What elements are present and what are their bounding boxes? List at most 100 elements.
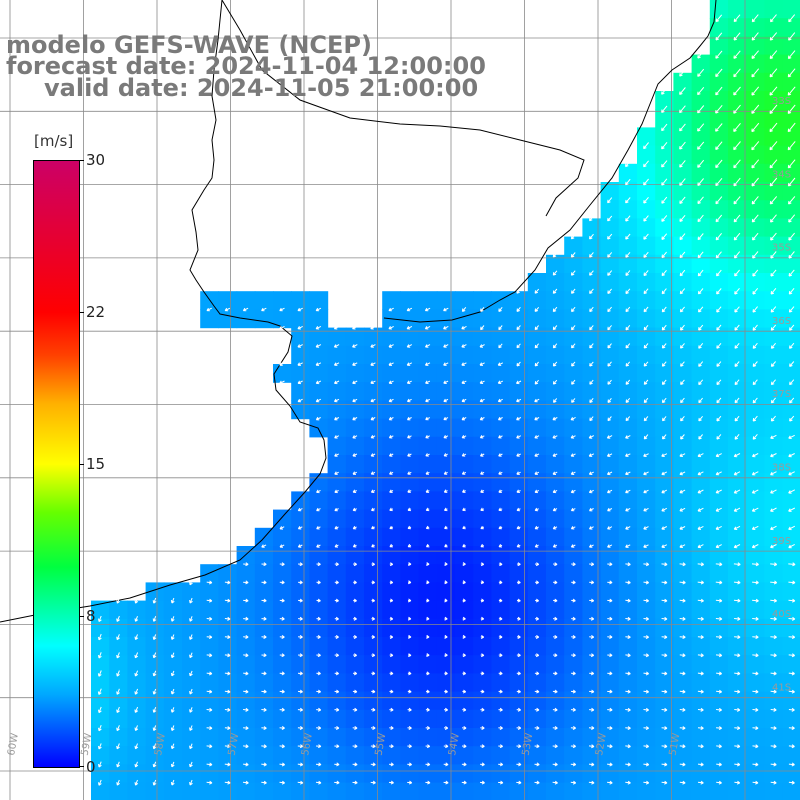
wind-arrow bbox=[497, 416, 503, 421]
wind-arrow bbox=[552, 744, 558, 749]
wind-arrow bbox=[625, 361, 631, 367]
wind-speed-cell bbox=[345, 764, 365, 784]
wind-arrow bbox=[697, 453, 704, 458]
wind-speed-cell bbox=[764, 200, 784, 219]
wind-arrow bbox=[697, 123, 705, 132]
wind-arrow bbox=[606, 471, 613, 476]
wind-speed-cell bbox=[673, 473, 693, 492]
wind-speed-cell bbox=[473, 637, 492, 656]
wind-speed-cell bbox=[382, 673, 401, 693]
wind-speed-cell bbox=[509, 582, 529, 602]
wind-speed-cell bbox=[673, 600, 693, 620]
wind-arrow bbox=[698, 379, 704, 386]
wind-speed-cell bbox=[254, 764, 274, 784]
wind-speed-cell bbox=[309, 382, 329, 401]
wind-speed-cell bbox=[254, 709, 274, 729]
wind-speed-cell bbox=[418, 527, 438, 547]
wind-speed-cell bbox=[473, 709, 492, 729]
wind-arrow bbox=[588, 544, 594, 548]
wind-speed-cell bbox=[200, 637, 219, 656]
wind-arrow bbox=[716, 415, 722, 422]
wind-arrow bbox=[279, 671, 285, 676]
wind-arrow bbox=[334, 762, 340, 767]
wind-speed-cell bbox=[109, 709, 128, 729]
wind-arrow bbox=[679, 489, 686, 494]
wind-speed-cell bbox=[673, 345, 693, 365]
wind-arrow bbox=[679, 653, 686, 658]
wind-arrow bbox=[553, 398, 558, 403]
wind-speed-cell bbox=[564, 236, 583, 256]
wind-arrow bbox=[752, 598, 759, 603]
wind-speed-cell bbox=[582, 709, 602, 729]
wind-speed-cell bbox=[709, 18, 729, 37]
wind-speed-cell bbox=[618, 527, 638, 547]
wind-arrow bbox=[661, 160, 668, 168]
wind-arrow bbox=[134, 670, 139, 677]
wind-speed-cell bbox=[254, 309, 274, 329]
wind-speed-cell bbox=[400, 728, 420, 747]
wind-arrow bbox=[661, 123, 668, 132]
wind-arrow bbox=[316, 526, 321, 530]
wind-speed-cell bbox=[455, 455, 474, 474]
wind-speed-cell bbox=[546, 509, 565, 529]
wind-speed-cell bbox=[473, 582, 492, 602]
wind-arrow bbox=[789, 342, 795, 349]
wind-speed-cell bbox=[327, 764, 347, 784]
colorbar-unit: [m/s] bbox=[34, 132, 74, 150]
wind-arrow bbox=[407, 525, 412, 530]
wind-arrow bbox=[571, 653, 576, 658]
wind-arrow bbox=[661, 269, 667, 277]
wind-speed-cell bbox=[746, 127, 765, 147]
wind-speed-cell bbox=[473, 455, 492, 474]
wind-speed-cell bbox=[564, 764, 583, 784]
wind-speed-cell bbox=[291, 400, 310, 420]
wind-speed-cell bbox=[400, 418, 420, 438]
wind-speed-cell bbox=[109, 673, 128, 693]
wind-arrow bbox=[643, 616, 649, 621]
wind-speed-cell bbox=[364, 327, 383, 347]
wind-arrow bbox=[242, 780, 249, 785]
wind-arrow bbox=[552, 288, 558, 294]
wind-speed-cell bbox=[291, 618, 310, 638]
wind-arrow bbox=[243, 635, 249, 639]
wind-arrow bbox=[443, 416, 449, 421]
wind-arrow bbox=[607, 526, 613, 530]
wind-speed-cell bbox=[327, 582, 347, 602]
wind-arrow bbox=[606, 489, 613, 494]
wind-speed-cell bbox=[746, 618, 765, 638]
wind-speed-cell bbox=[582, 782, 602, 800]
wind-speed-cell bbox=[582, 728, 602, 747]
wind-arrow bbox=[426, 634, 430, 639]
wind-arrow bbox=[353, 616, 357, 621]
wind-arrow bbox=[443, 507, 448, 512]
wind-speed-cell bbox=[127, 655, 147, 674]
wind-speed-cell bbox=[364, 382, 383, 401]
longitude-label: 51W bbox=[668, 732, 683, 756]
wind-arrow bbox=[480, 507, 485, 512]
wind-speed-cell bbox=[782, 72, 800, 92]
colorbar-tick-0: 0 bbox=[86, 758, 96, 776]
wind-arrow bbox=[661, 471, 668, 476]
wind-arrow bbox=[643, 562, 650, 567]
wind-arrow bbox=[661, 489, 668, 494]
wind-speed-cell bbox=[436, 582, 456, 602]
wind-arrow bbox=[352, 780, 358, 785]
wind-speed-cell bbox=[691, 127, 711, 147]
wind-speed-cell bbox=[473, 382, 492, 401]
wind-arrow bbox=[679, 160, 686, 168]
wind-arrow bbox=[788, 287, 795, 295]
wind-arrow bbox=[279, 526, 285, 530]
wind-arrow bbox=[697, 269, 704, 277]
wind-speed-cell bbox=[655, 782, 674, 800]
wind-speed-cell bbox=[673, 582, 693, 602]
wind-speed-cell bbox=[527, 691, 547, 711]
wind-speed-cell bbox=[582, 455, 602, 474]
wind-arrow bbox=[769, 177, 778, 187]
wind-arrow bbox=[352, 744, 358, 749]
wind-speed-cell bbox=[709, 127, 729, 147]
wind-speed-cell bbox=[618, 546, 638, 565]
wind-speed-cell bbox=[782, 509, 800, 529]
wind-speed-cell bbox=[491, 436, 511, 456]
wind-arrow bbox=[589, 379, 594, 385]
wind-speed-cell bbox=[564, 327, 583, 347]
